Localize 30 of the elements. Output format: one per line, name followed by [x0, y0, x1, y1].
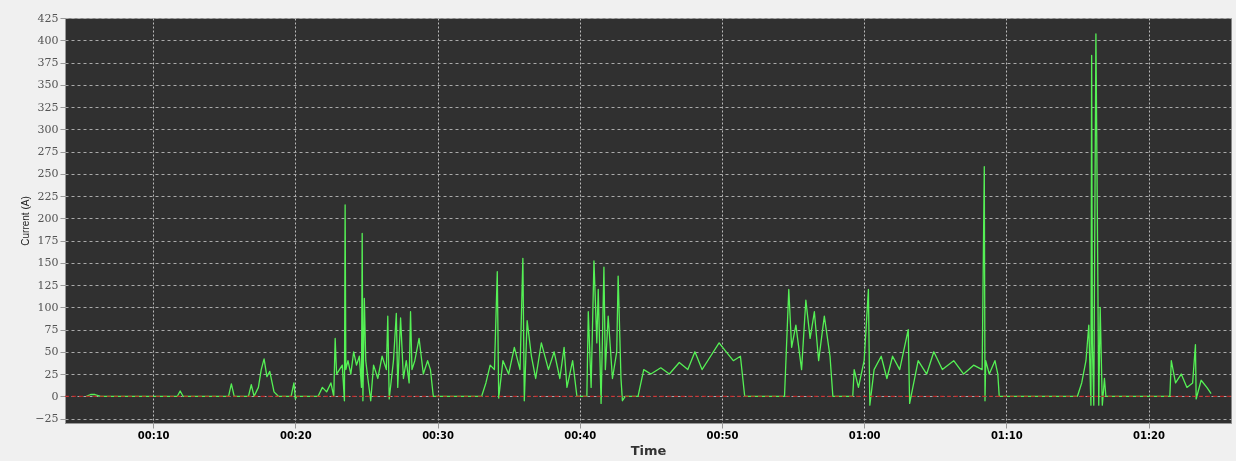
x-tick-label: 01:20 — [1133, 429, 1165, 441]
x-axis-title: Time — [630, 442, 667, 458]
x-tick-label: 01:10 — [990, 429, 1023, 441]
y-tick-label: 150 — [37, 256, 59, 270]
y-tick-label: 0 — [51, 389, 59, 403]
y-tick-label: 100 — [37, 300, 59, 314]
y-tick-label: 175 — [37, 234, 59, 248]
y-tick-label: 425 — [37, 11, 59, 25]
line-series — [85, 33, 1212, 406]
x-tick-label: 00:30 — [422, 429, 454, 441]
y-tick-label: 375 — [37, 56, 59, 70]
y-tick-label: 200 — [37, 211, 59, 225]
y-tick-label: 125 — [37, 278, 59, 292]
x-tick-label: 00:40 — [564, 429, 597, 441]
y-tick-label: 275 — [37, 145, 59, 159]
x-tick-label: 00:50 — [706, 429, 739, 441]
y-axis-title: Current (A) — [20, 196, 32, 246]
x-tick-label: 00:20 — [279, 429, 312, 441]
y-tick-label: 25 — [44, 367, 59, 381]
y-tick-label: 225 — [37, 189, 59, 203]
y-tick-label: 400 — [37, 33, 59, 47]
y-tick-label: 325 — [37, 100, 59, 114]
y-tick-label: 300 — [37, 122, 59, 136]
y-tick-label: −25 — [35, 412, 59, 426]
y-tick-label: 50 — [44, 345, 59, 359]
x-tick-label: 01:00 — [848, 429, 881, 441]
y-tick-label: 350 — [37, 78, 59, 92]
y-tick-label: 250 — [37, 167, 59, 181]
x-tick-label: 00:10 — [137, 429, 170, 441]
y-tick-label: 75 — [44, 323, 59, 337]
